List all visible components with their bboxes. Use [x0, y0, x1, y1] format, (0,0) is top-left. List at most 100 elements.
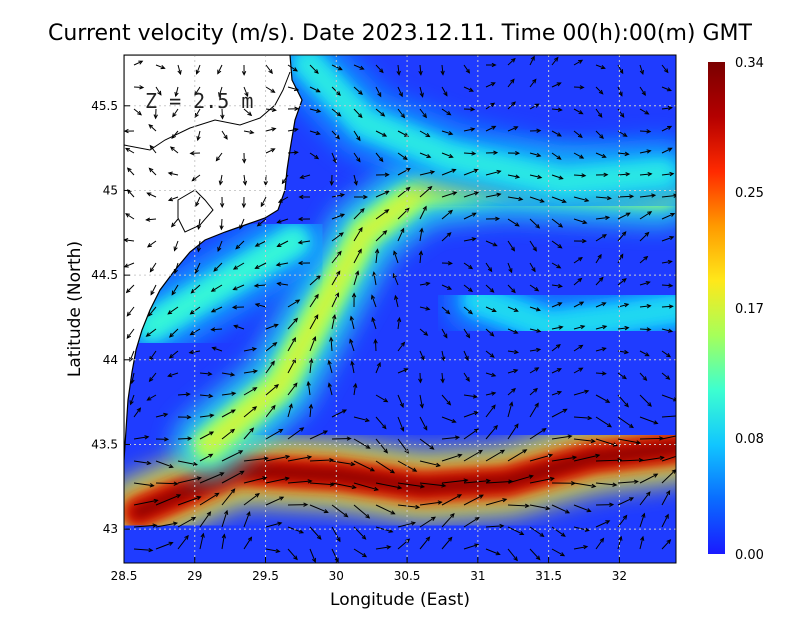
vector-arrowhead — [595, 453, 601, 458]
vector-arrow — [281, 174, 289, 184]
vector-arrowhead — [489, 288, 495, 293]
vector-arrowhead — [254, 303, 260, 308]
vector-arrow — [485, 392, 496, 396]
vector-arrow — [309, 359, 312, 374]
vector-arrow — [243, 108, 252, 116]
vector-arrow — [573, 108, 583, 115]
vector-arrowhead — [579, 301, 585, 306]
vector-arrowhead — [152, 523, 158, 528]
vector-arrowhead — [281, 179, 287, 185]
coast-detail — [124, 71, 291, 151]
vector-arrowhead — [327, 382, 332, 388]
vector-arrow — [595, 459, 622, 462]
vector-arrowhead — [666, 539, 672, 544]
vector-arrow — [463, 284, 473, 292]
vector-arrowhead — [196, 247, 202, 253]
vector-arrowhead — [531, 267, 536, 273]
vector-arrowhead — [210, 287, 216, 292]
vector-arrowhead — [370, 467, 376, 472]
vector-arrow — [127, 189, 135, 198]
vector-arrowhead — [263, 456, 269, 461]
vector-arrowhead — [373, 338, 378, 344]
vector-arrow — [147, 240, 157, 248]
vector-arrowhead — [126, 334, 132, 340]
vector-arrowhead — [230, 409, 236, 414]
vector-arrowhead — [299, 174, 305, 179]
vector-arrowhead — [365, 444, 371, 449]
vector-arrow — [419, 228, 423, 242]
vector-arrow — [199, 453, 213, 462]
vector-arrowhead — [256, 221, 262, 227]
vector-arrow — [221, 130, 228, 140]
vector-arrowhead — [235, 244, 241, 250]
vector-arrowhead — [232, 286, 238, 291]
vector-arrowhead — [452, 191, 458, 196]
vector-arrowhead — [584, 389, 590, 394]
vector-arrow — [551, 218, 563, 228]
vector-arrow — [397, 130, 409, 137]
vector-arrowhead — [646, 491, 651, 497]
vector-arrowhead — [667, 259, 673, 265]
vector-arrow — [155, 542, 173, 550]
vector-arrow — [276, 262, 289, 266]
vector-arrow — [639, 256, 648, 264]
vector-arrow — [661, 236, 674, 242]
vector-arrow — [331, 438, 351, 440]
vector-arrowhead — [383, 448, 389, 454]
vector-arrowhead — [137, 110, 142, 116]
vector-arrow — [419, 152, 431, 158]
vector-arrowhead — [270, 360, 275, 366]
vector-arrow — [551, 284, 562, 287]
vector-arrowhead — [355, 270, 360, 276]
vector-arrowhead — [511, 101, 516, 106]
vector-arrowhead — [666, 87, 672, 92]
vector-arrowhead — [174, 91, 179, 98]
vector-arrow — [265, 455, 290, 462]
vector-arrow — [371, 295, 377, 308]
vector-arrowhead — [405, 538, 411, 544]
vector-arrow — [485, 284, 494, 293]
vector-arrow — [463, 394, 477, 398]
vector-arrowhead — [357, 113, 363, 119]
chart-title: Current velocity (m/s). Date 2023.12.11.… — [48, 21, 753, 46]
vector-arrow — [507, 402, 513, 418]
vector-arrow — [529, 526, 544, 537]
vector-arrow — [133, 436, 149, 440]
vector-arrow — [351, 361, 355, 374]
vector-arrowhead — [581, 238, 587, 244]
vector-arrowhead — [126, 311, 132, 317]
vector-arrow — [298, 240, 311, 244]
vector-arrowhead — [514, 222, 520, 227]
vector-arrow — [551, 548, 565, 557]
vector-arrowhead — [150, 290, 155, 296]
vector-arrowhead — [422, 205, 427, 211]
vector-arrowhead — [491, 391, 497, 396]
vector-arrow — [441, 436, 459, 440]
vector-arrowhead — [443, 91, 448, 97]
vector-arrowhead — [254, 264, 260, 269]
vector-arrow — [243, 493, 260, 506]
vector-arrow — [507, 388, 516, 396]
vector-arrowhead — [623, 349, 630, 355]
vector-arrowhead — [510, 246, 516, 252]
vector-arrow — [463, 152, 476, 155]
vector-arrow — [287, 128, 298, 132]
vector-arrow — [155, 494, 181, 506]
vector-arrowhead — [558, 223, 564, 228]
vector-arrow — [463, 480, 490, 484]
vector-arrowhead — [360, 207, 365, 213]
vector-arrow — [287, 86, 299, 91]
vector-arrow — [551, 262, 561, 269]
vector-arrow — [133, 482, 154, 487]
vector-arrowhead — [446, 111, 452, 116]
vector-arrow — [221, 534, 225, 550]
vector-arrow — [485, 404, 496, 418]
vector-arrowhead — [168, 332, 174, 338]
vector-arrow — [287, 404, 293, 418]
vector-arrow — [375, 190, 389, 198]
vector-arrowhead — [189, 330, 195, 336]
vector-arrow — [661, 147, 672, 154]
vector-arrow — [309, 275, 321, 286]
vector-arrow — [595, 347, 606, 352]
vector-arrowhead — [659, 455, 665, 461]
